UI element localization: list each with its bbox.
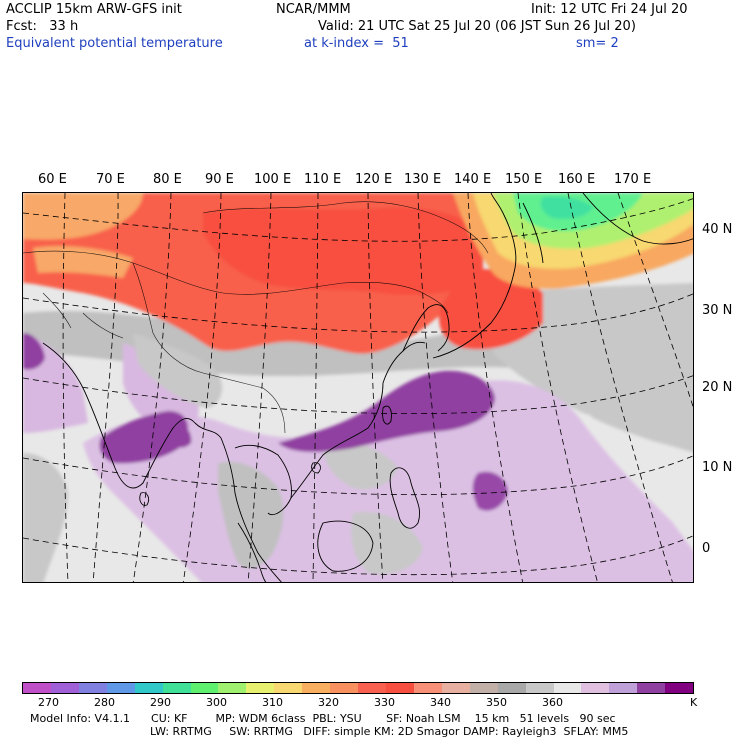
colorbar-tick-label: 270 <box>38 696 59 709</box>
country-borders <box>23 201 489 434</box>
colorbar-swatch <box>330 683 359 693</box>
model-info-line-2: LW: RRTMG SW: RRTMG DIFF: simple KM: 2D … <box>150 725 629 738</box>
field-shading <box>23 193 693 582</box>
colorbar-swatch <box>23 683 51 693</box>
colorbar-swatch <box>441 683 470 693</box>
colorbar-swatch <box>162 683 191 693</box>
model-title: ACCLIP 15km ARW-GFS init <box>6 2 182 17</box>
coastlines <box>42 193 693 582</box>
colorbar-unit: K <box>690 696 698 709</box>
colorbar-swatch <box>218 683 247 693</box>
colorbar-swatch <box>78 683 107 693</box>
institution-label: NCAR/MMM <box>276 2 351 17</box>
colorbar-tick-label: 280 <box>94 696 115 709</box>
colorbar-swatch <box>469 683 498 693</box>
lon-label-90e: 90 E <box>205 172 234 187</box>
lon-label-170e: 170 E <box>614 172 652 187</box>
graticule <box>23 193 693 582</box>
colorbar-tick-label: 320 <box>318 696 339 709</box>
colorbar-swatch <box>413 683 442 693</box>
lat-label-20n: 20 N <box>702 380 733 395</box>
lat-label-10n: 10 N <box>702 460 733 475</box>
colorbar-tick-label: 300 <box>206 696 227 709</box>
colorbar <box>22 682 694 694</box>
lat-label-40n: 40 N <box>702 222 733 237</box>
colorbar-swatch <box>190 683 219 693</box>
colorbar-swatch <box>497 683 526 693</box>
colorbar-tick-label: 360 <box>542 696 563 709</box>
colorbar-tick-label: 330 <box>374 696 395 709</box>
lon-label-160e: 160 E <box>558 172 596 187</box>
smoothing-label: sm= 2 <box>576 36 619 51</box>
colorbar-swatch <box>553 683 582 693</box>
colorbar-tick-label: 290 <box>150 696 171 709</box>
forecast-hour: Fcst: 33 h <box>6 19 79 34</box>
colorbar-swatch <box>134 683 163 693</box>
lon-label-120e: 120 E <box>355 172 393 187</box>
init-time: Init: 12 UTC Fri 24 Jul 20 <box>531 2 688 17</box>
lat-label-30n: 30 N <box>702 303 733 318</box>
colorbar-tick-label: 350 <box>486 696 507 709</box>
colorbar-swatch <box>581 683 610 693</box>
colorbar-tick-label: 340 <box>430 696 451 709</box>
field-name: Equivalent potential temperature <box>6 36 223 51</box>
colorbar-swatch <box>302 683 331 693</box>
colorbar-swatch <box>274 683 303 693</box>
valid-time: Valid: 21 UTC Sat 25 Jul 20 (06 JST Sun … <box>318 19 636 34</box>
lon-label-100e: 100 E <box>254 172 292 187</box>
model-info-line-1: Model Info: V4.1.1 CU: KF MP: WDM 6class… <box>30 712 616 725</box>
lon-label-110e: 110 E <box>304 172 342 187</box>
lon-label-80e: 80 E <box>153 172 182 187</box>
colorbar-swatch <box>50 683 79 693</box>
lon-label-70e: 70 E <box>96 172 125 187</box>
colorbar-tick-label: 310 <box>262 696 283 709</box>
colorbar-swatch <box>246 683 275 693</box>
lat-label-equator: 0 <box>702 541 711 556</box>
colorbar-swatch <box>637 683 666 693</box>
lon-label-140e: 140 E <box>454 172 492 187</box>
lon-label-150e: 150 E <box>505 172 543 187</box>
colorbar-swatch <box>609 683 638 693</box>
lon-label-60e: 60 E <box>38 172 67 187</box>
colorbar-swatch <box>358 683 386 693</box>
lon-label-130e: 130 E <box>404 172 442 187</box>
colorbar-swatch <box>385 683 414 693</box>
colorbar-swatch <box>106 683 135 693</box>
theta-e-map <box>22 192 694 583</box>
colorbar-swatch <box>525 683 554 693</box>
colorbar-swatch <box>665 683 694 693</box>
vertical-level: at k-index = 51 <box>304 36 409 51</box>
